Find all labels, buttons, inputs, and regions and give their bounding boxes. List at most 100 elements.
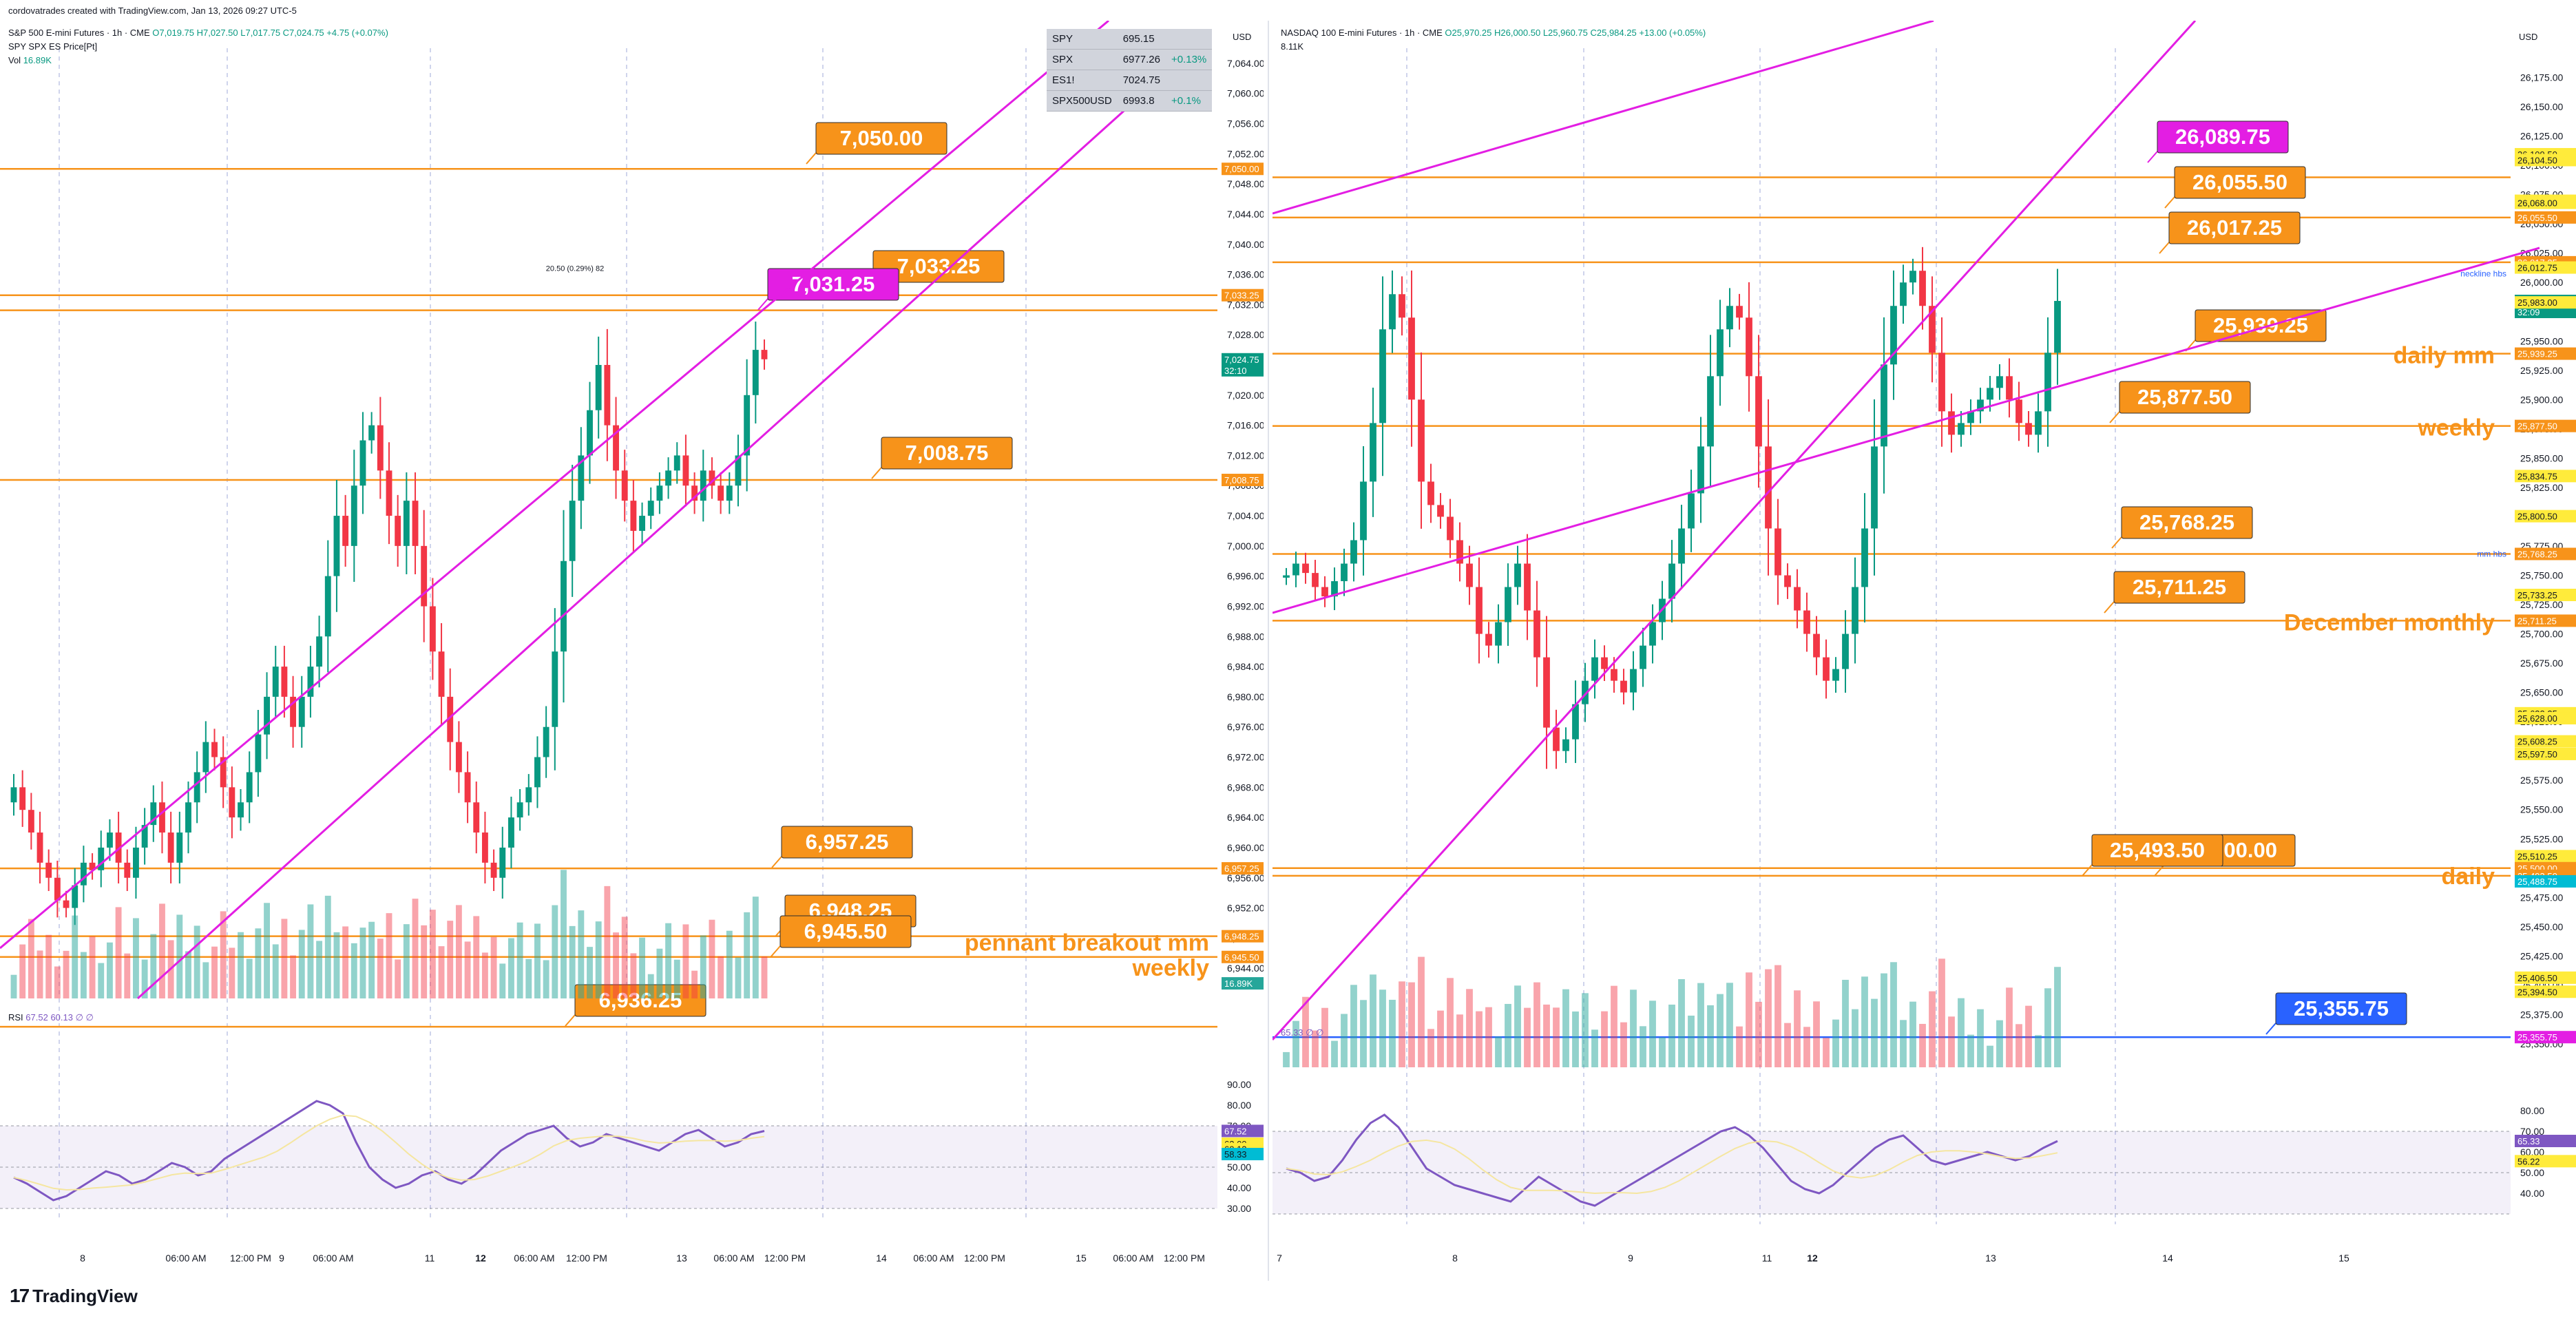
left-volume-bar — [246, 958, 253, 998]
left-volume-bar — [735, 957, 742, 998]
right-chart-panel[interactable]: 26,175.0026,150.0026,125.0026,100.0026,0… — [1273, 21, 2576, 1281]
right-volume-bar — [1977, 1009, 1984, 1067]
left-volume-bar — [211, 946, 218, 998]
right-volume-bar — [1996, 1020, 2003, 1067]
right-candle-body — [1485, 633, 1492, 646]
right-annotation: neckline hbs — [2460, 269, 2506, 279]
left-axis-badge-countdown: 32:10 — [1224, 366, 1247, 376]
right-y-tick-label: 25,750.00 — [2520, 570, 2563, 581]
left-annotation: weekly — [1131, 955, 1209, 981]
left-chart-svg[interactable]: 7,064.00 7,060.00 7,056.00 7,052.00 7,048.00… — [0, 21, 1264, 1281]
right-rsi-ma-line — [1286, 1139, 2058, 1195]
left-candle-body — [193, 772, 200, 803]
left-level-pointer — [757, 298, 768, 311]
left-vol-value: 16.89K — [23, 55, 52, 65]
right-axis-badge-label: 25,711.25 — [2517, 616, 2557, 626]
right-axis-badge — [2515, 154, 2576, 167]
right-y-tick-label: 25,675.00 — [2520, 658, 2563, 669]
right-volume-bar — [1562, 989, 1569, 1067]
left-level-pointer — [770, 945, 781, 958]
panel-divider[interactable] — [1268, 21, 1269, 1281]
right-x-tick-label: 13 — [1985, 1253, 1996, 1264]
left-volume-bar — [499, 963, 506, 998]
comparison-price: 7024.75 — [1117, 70, 1166, 91]
left-volume-bar — [752, 897, 759, 998]
left-x-tick-label: 9 — [279, 1253, 284, 1264]
right-volume-bar — [1736, 1026, 1743, 1067]
right-volume-bar — [1582, 993, 1589, 1067]
left-candle-body — [595, 365, 602, 410]
right-volume-bar — [1948, 1016, 1955, 1067]
left-volume-bar — [455, 905, 462, 998]
left-currency: USD — [1233, 32, 1252, 42]
comparison-change: +0.1% — [1165, 90, 1213, 112]
tradingview-logo-icon: 17 — [10, 1285, 30, 1306]
right-candle-body — [1765, 446, 1772, 529]
left-volume-bar — [516, 922, 523, 998]
right-volume-bar — [1890, 962, 1897, 1067]
right-level-pointer — [2147, 151, 2158, 163]
right-volume-bar — [1823, 1038, 1830, 1067]
right-level-box — [2091, 834, 2223, 867]
left-level-label: 7,033.25 — [897, 254, 981, 278]
left-x-tick-label: 12:00 PM — [230, 1253, 271, 1264]
right-annotation: weekly — [2417, 415, 2495, 441]
left-rsi-badge-label: 58.33 — [1224, 1149, 1247, 1160]
right-candle-body — [1601, 657, 1608, 669]
left-chart-panel[interactable]: 7,064.00 7,060.00 7,056.00 7,052.00 7,048.00… — [0, 21, 1264, 1281]
left-candle-body — [124, 862, 131, 878]
right-candle-body — [1948, 411, 1955, 435]
left-volume-bar — [490, 936, 497, 998]
right-level-box — [2157, 121, 2289, 154]
left-volume-bar — [621, 916, 628, 998]
left-axis-badge-label: 6,957.25 — [1224, 863, 1259, 874]
tradingview-logo[interactable]: 17 TradingView — [10, 1285, 138, 1307]
right-x-tick-label: 15 — [2338, 1253, 2349, 1264]
right-candle-body — [1514, 563, 1521, 587]
left-x-tick-label: 12:00 PM — [764, 1253, 806, 1264]
left-y-tick-label: 7,036.00 — [1227, 269, 1264, 280]
left-volume-bar — [395, 959, 401, 998]
left-volume-bar — [700, 935, 706, 998]
left-volume-bar — [647, 974, 654, 998]
right-candle-body — [1958, 423, 1965, 435]
left-level-pointer — [806, 152, 817, 165]
left-y-tick-label: 6,944.00 — [1227, 963, 1264, 974]
right-axis-badge — [2515, 874, 2576, 888]
right-chart-svg[interactable]: 26,175.0026,150.0026,125.0026,100.0026,0… — [1273, 21, 2576, 1281]
left-volume-bar — [324, 895, 331, 998]
left-volume-bar — [464, 941, 471, 998]
left-rsi-ma-line — [13, 1114, 765, 1191]
right-candle-body — [1360, 481, 1367, 541]
right-axis-badge-label: 25,608.25 — [2517, 737, 2557, 747]
left-y-tick-label: 7,016.00 — [1227, 420, 1264, 431]
right-candle-body — [1881, 364, 1887, 447]
right-volume-bar — [1909, 1001, 1916, 1067]
right-y-tick-label: 25,700.00 — [2520, 629, 2563, 640]
left-candle-body — [342, 516, 349, 546]
right-candle-body — [1929, 306, 1936, 353]
left-volume-bar — [578, 910, 585, 998]
right-volume-bar — [2054, 967, 2061, 1067]
left-rsi-badge-label: 67.52 — [1224, 1126, 1247, 1136]
left-volume-bar — [290, 955, 297, 998]
left-rsi-tick-label: 80.00 — [1227, 1100, 1251, 1111]
left-candle-body — [316, 636, 323, 667]
left-volume-bar — [176, 914, 183, 998]
left-level-box — [881, 437, 1013, 470]
left-candle-body — [691, 485, 698, 501]
left-axis-badge-label: 6,948.25 — [1224, 932, 1259, 942]
right-volume-bar — [1389, 999, 1396, 1067]
right-rsi-tick-label: 80.00 — [2520, 1105, 2544, 1116]
left-rsi-badge — [1222, 1124, 1264, 1138]
right-y-tick-label: 25,725.00 — [2520, 599, 2563, 610]
right-x-tick-label: 11 — [1762, 1253, 1772, 1264]
left-volume-bar — [28, 919, 34, 998]
left-volume-bar — [333, 932, 340, 998]
right-axis-badge — [2515, 614, 2576, 627]
left-volume-bar — [665, 923, 672, 998]
left-candle-body — [106, 832, 113, 848]
left-volume-bar — [185, 951, 191, 998]
right-axis-badge — [2515, 196, 2576, 209]
right-axis-badge — [2515, 510, 2576, 523]
